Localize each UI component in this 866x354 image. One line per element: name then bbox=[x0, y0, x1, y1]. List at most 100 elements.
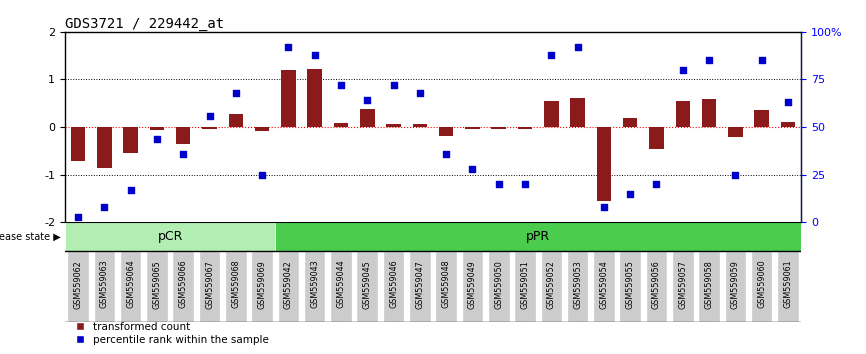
Text: GSM559063: GSM559063 bbox=[100, 260, 109, 308]
Text: GSM559048: GSM559048 bbox=[442, 260, 450, 308]
Bar bbox=[465, 127, 480, 130]
Point bbox=[781, 99, 795, 105]
Bar bbox=[124, 127, 138, 153]
Bar bbox=[360, 109, 374, 127]
Text: GSM559046: GSM559046 bbox=[389, 260, 398, 308]
Bar bbox=[71, 127, 86, 161]
Text: GSM559051: GSM559051 bbox=[520, 260, 529, 309]
Bar bbox=[518, 127, 533, 130]
Bar bbox=[728, 127, 742, 137]
Point bbox=[124, 187, 138, 193]
Bar bbox=[203, 127, 216, 130]
FancyBboxPatch shape bbox=[488, 251, 509, 322]
Point bbox=[98, 204, 112, 210]
Text: GSM559056: GSM559056 bbox=[652, 260, 661, 309]
Point bbox=[466, 166, 480, 172]
Bar bbox=[597, 127, 611, 201]
Point bbox=[597, 204, 611, 210]
FancyBboxPatch shape bbox=[304, 251, 326, 322]
Bar bbox=[439, 127, 454, 136]
FancyBboxPatch shape bbox=[172, 251, 194, 322]
FancyBboxPatch shape bbox=[68, 251, 89, 322]
Bar bbox=[333, 123, 348, 127]
FancyBboxPatch shape bbox=[725, 251, 746, 322]
FancyBboxPatch shape bbox=[94, 251, 115, 322]
Text: GSM559047: GSM559047 bbox=[416, 260, 424, 309]
Bar bbox=[780, 122, 795, 127]
Point bbox=[571, 44, 585, 50]
Bar bbox=[176, 127, 191, 144]
Text: GSM559057: GSM559057 bbox=[678, 260, 688, 309]
Bar bbox=[229, 114, 243, 127]
FancyBboxPatch shape bbox=[462, 251, 483, 322]
Text: GSM559064: GSM559064 bbox=[126, 260, 135, 308]
Text: GSM559068: GSM559068 bbox=[231, 260, 241, 308]
FancyBboxPatch shape bbox=[275, 222, 814, 251]
Point bbox=[545, 52, 559, 58]
FancyBboxPatch shape bbox=[251, 251, 273, 322]
Point bbox=[71, 214, 85, 219]
Bar bbox=[97, 127, 112, 167]
FancyBboxPatch shape bbox=[698, 251, 720, 322]
Text: GSM559052: GSM559052 bbox=[546, 260, 556, 309]
Point bbox=[281, 44, 295, 50]
Point bbox=[229, 90, 242, 96]
FancyBboxPatch shape bbox=[383, 251, 404, 322]
Text: GSM559066: GSM559066 bbox=[178, 260, 188, 308]
Point bbox=[439, 151, 453, 156]
Bar bbox=[386, 124, 401, 127]
Bar bbox=[571, 98, 585, 127]
Bar bbox=[412, 124, 427, 127]
FancyBboxPatch shape bbox=[199, 251, 220, 322]
FancyBboxPatch shape bbox=[751, 251, 772, 322]
Text: GSM559043: GSM559043 bbox=[310, 260, 320, 308]
Point bbox=[177, 151, 191, 156]
Bar bbox=[675, 101, 690, 127]
Bar bbox=[701, 98, 716, 127]
Text: GSM559044: GSM559044 bbox=[337, 260, 346, 308]
FancyBboxPatch shape bbox=[409, 251, 430, 322]
FancyBboxPatch shape bbox=[330, 251, 352, 322]
Point bbox=[413, 90, 427, 96]
Bar bbox=[307, 69, 322, 127]
Point bbox=[203, 113, 216, 119]
FancyBboxPatch shape bbox=[146, 251, 168, 322]
Text: GSM559054: GSM559054 bbox=[599, 260, 609, 309]
FancyBboxPatch shape bbox=[514, 251, 536, 322]
Text: pCR: pCR bbox=[158, 230, 183, 243]
Text: GSM559061: GSM559061 bbox=[784, 260, 792, 308]
FancyBboxPatch shape bbox=[436, 251, 457, 322]
Text: GSM559060: GSM559060 bbox=[757, 260, 766, 308]
Point bbox=[675, 67, 689, 73]
Text: GSM559045: GSM559045 bbox=[363, 260, 372, 309]
Point bbox=[307, 52, 321, 58]
Text: GSM559053: GSM559053 bbox=[573, 260, 582, 309]
Bar bbox=[150, 127, 165, 130]
Bar bbox=[492, 127, 506, 130]
FancyBboxPatch shape bbox=[777, 251, 798, 322]
FancyBboxPatch shape bbox=[646, 251, 667, 322]
Bar bbox=[544, 101, 559, 127]
Text: GSM559059: GSM559059 bbox=[731, 260, 740, 309]
Point bbox=[360, 98, 374, 103]
FancyBboxPatch shape bbox=[593, 251, 615, 322]
Text: pPR: pPR bbox=[526, 230, 550, 243]
Text: GSM559042: GSM559042 bbox=[284, 260, 293, 309]
Text: GDS3721 / 229442_at: GDS3721 / 229442_at bbox=[65, 17, 224, 31]
FancyBboxPatch shape bbox=[225, 251, 247, 322]
Point bbox=[754, 58, 768, 63]
Text: GSM559065: GSM559065 bbox=[152, 260, 161, 309]
FancyBboxPatch shape bbox=[357, 251, 378, 322]
FancyBboxPatch shape bbox=[672, 251, 694, 322]
FancyBboxPatch shape bbox=[619, 251, 641, 322]
Bar bbox=[281, 70, 295, 127]
Point bbox=[386, 82, 400, 88]
Text: GSM559067: GSM559067 bbox=[205, 260, 214, 309]
Point bbox=[702, 58, 716, 63]
Bar bbox=[255, 127, 269, 131]
FancyBboxPatch shape bbox=[540, 251, 562, 322]
Point bbox=[728, 172, 742, 178]
Text: GSM559058: GSM559058 bbox=[705, 260, 714, 309]
FancyBboxPatch shape bbox=[567, 251, 588, 322]
Text: GSM559069: GSM559069 bbox=[257, 260, 267, 309]
